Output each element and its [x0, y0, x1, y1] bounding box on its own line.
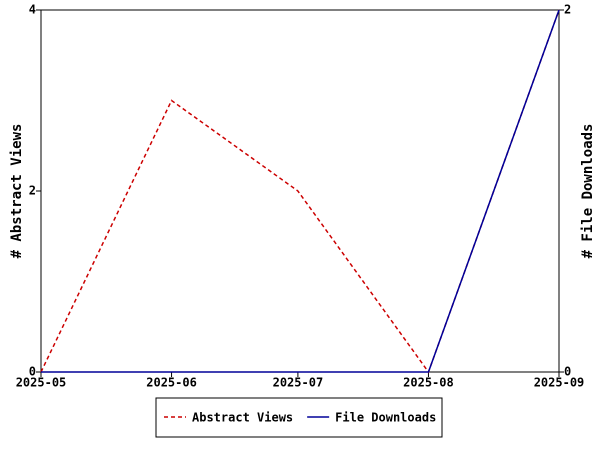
y-tick-label: 2: [29, 184, 36, 198]
x-tick-label: 2025-06: [146, 376, 197, 390]
x-tick-label: 2025-05: [16, 376, 67, 390]
plot-frame: [40, 9, 560, 373]
x-tick-label: 2025-07: [273, 376, 324, 390]
y2-axis-label: # File Downloads: [580, 124, 596, 259]
y2-tick-label: 0: [564, 365, 571, 379]
series-line: [40, 9, 560, 374]
legend-label: Abstract Views: [192, 411, 293, 425]
series-line: [41, 9, 560, 373]
y-tick-label: 4: [29, 3, 36, 17]
legend-box: [155, 397, 443, 438]
y-tick-label: 0: [29, 365, 36, 379]
x-tick-label: 2025-08: [403, 376, 454, 390]
legend-label: File Downloads: [335, 411, 436, 425]
x-tick-label: 2025-09: [534, 376, 585, 390]
y2-tick-label: 2: [564, 3, 571, 17]
y-axis-label: # Abstract Views: [9, 124, 25, 259]
